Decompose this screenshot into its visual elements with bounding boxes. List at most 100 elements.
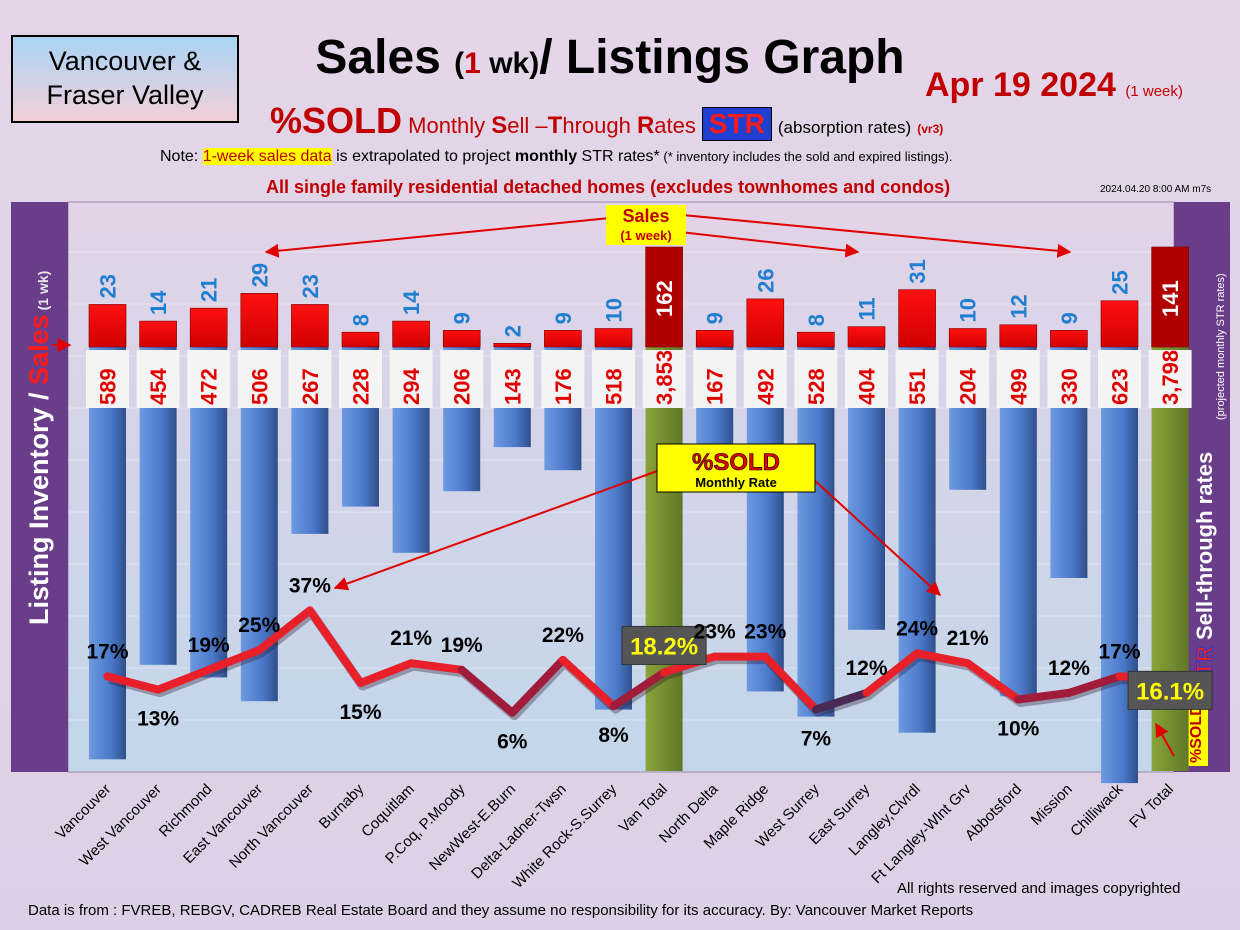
subtitle-t: T	[547, 112, 563, 139]
pct-label-14: 7%	[801, 727, 832, 750]
inventory-label-box-12	[693, 350, 737, 408]
sales-label-19: 9	[1057, 312, 1082, 324]
timestamp: 2024.04.20 8:00 AM m7s	[1100, 184, 1212, 195]
inventory-label-box-5	[339, 350, 382, 408]
sales-label-2: 21	[197, 278, 222, 302]
sales-bar-8	[493, 342, 532, 348]
inventory-label-box-21	[1148, 350, 1192, 408]
sales-bar-12	[695, 330, 734, 348]
inventory-label-9: 176	[551, 368, 576, 405]
pct-label-12: 23%	[694, 621, 736, 644]
sales-label-20: 25	[1108, 270, 1133, 294]
sales-label-12: 9	[703, 312, 728, 324]
sales-label-11: 162	[652, 280, 677, 317]
extrapolation-note: Note: 1-week sales data is extrapolated …	[160, 148, 952, 166]
sales-label-1: 14	[146, 290, 171, 315]
date-value: Apr 19 2024	[925, 66, 1116, 104]
inventory-label-18: 499	[1006, 368, 1031, 405]
date-note: (1 week)	[1125, 83, 1183, 100]
sales-label-3: 29	[247, 263, 272, 287]
bars-layer: 2358914454214722950623267822814294920621…	[52, 246, 1192, 784]
note-prefix: Note:	[160, 148, 203, 165]
str-line-seg-10	[558, 655, 618, 711]
inventory-label-19: 330	[1057, 368, 1082, 405]
inventory-label-box-20	[1098, 350, 1141, 408]
pct-label-5: 15%	[339, 701, 381, 724]
inventory-label-box-4	[288, 350, 332, 408]
inventory-label-box-18	[996, 350, 1040, 408]
note-highlight: 1-week sales data	[202, 148, 332, 165]
str-line-seg-3	[204, 646, 264, 674]
sales-bar-18	[999, 324, 1038, 348]
sales-bar-21	[1151, 246, 1189, 348]
pct-label-9: 22%	[542, 624, 584, 647]
sales-bar-9	[544, 330, 582, 348]
inventory-label-box-8	[490, 350, 534, 408]
sold-callout: %SOLD Monthly Rate	[333, 443, 942, 596]
pct-label-7: 19%	[441, 634, 483, 657]
inventory-bar-16	[898, 347, 936, 733]
inventory-label-box-9	[541, 350, 585, 408]
subtitle-r: R	[636, 112, 655, 139]
x-tick-17: Ft Langley-Wlnt Grv	[868, 780, 975, 887]
subtitle-s: S	[491, 112, 508, 139]
pct-label-1: 13%	[137, 708, 179, 731]
x-tick-21: FV Total	[1126, 781, 1177, 832]
inventory-label-21: 3,798	[1158, 350, 1183, 405]
inventory-label-box-2	[187, 350, 231, 408]
inventory-label-box-19	[1047, 350, 1091, 408]
inventory-label-box-13	[743, 350, 787, 408]
subtitle-version: (vr3)	[917, 122, 944, 136]
inventory-label-box-16	[895, 350, 939, 408]
sales-bar-7	[442, 330, 481, 348]
sales-bar-15	[847, 326, 886, 348]
pct-label-4: 37%	[289, 574, 331, 597]
sales-label-16: 31	[905, 259, 930, 283]
sales-label-9: 9	[551, 312, 576, 324]
subtitle-monthly: Monthly	[402, 113, 492, 138]
inventory-label-box-3	[237, 350, 281, 408]
pct-label-16: 24%	[896, 617, 938, 640]
str-line-seg-19	[1014, 688, 1073, 704]
sales-label-15: 11	[855, 297, 880, 320]
inventory-label-5: 228	[349, 368, 374, 405]
pct-label-8: 6%	[497, 731, 528, 754]
inventory-label-2: 472	[197, 368, 222, 405]
title-wk: wk)	[480, 47, 540, 80]
pct-label-19: 12%	[1048, 657, 1090, 680]
pct-label-21: 16.1%	[1136, 678, 1204, 705]
pct-label-13: 23%	[744, 621, 786, 644]
sales-bar-19	[1050, 330, 1088, 348]
pct-label-10: 8%	[598, 724, 629, 747]
note-str: STR rates*	[577, 148, 660, 165]
inventory-label-box-6	[389, 350, 433, 408]
sales-bar-2	[189, 307, 228, 348]
str-line-seg-1	[103, 672, 163, 694]
note-mid: is extrapolated to project	[331, 148, 515, 165]
sales-label-17: 10	[956, 298, 981, 322]
inventory-label-16: 551	[905, 368, 930, 405]
page-title: Sales (1 wk)/ Listings Graph	[250, 30, 970, 85]
note-bold: monthly	[514, 148, 578, 165]
inventory-label-box-14	[794, 350, 838, 408]
inventory-label-20: 623	[1108, 368, 1133, 405]
note-small: (* inventory includes the sold and expir…	[659, 149, 953, 164]
title-listings: / Listings Graph	[539, 31, 905, 84]
sales-label-10: 10	[602, 298, 627, 322]
percent-labels-layer: 17%13%19%25%37%15%21% 19%6%22%8%18.2%23% 2…	[86, 574, 1213, 754]
pct-label-6: 21%	[390, 627, 432, 650]
inventory-label-4: 267	[298, 368, 323, 405]
inventory-label-12: 167	[703, 368, 728, 405]
inventory-label-8: 143	[500, 368, 525, 405]
title-paren: (	[454, 47, 465, 80]
subtitle-absorption: (absorption rates)	[777, 118, 912, 137]
inventory-label-14: 528	[804, 368, 829, 405]
footer-source: Data is from : FVREB, REBGV, CADREB Real…	[28, 902, 974, 919]
inventory-label-box-15	[845, 350, 888, 408]
inventory-label-box-7	[440, 350, 484, 408]
pct-label-17: 21%	[947, 627, 989, 650]
str-line-layer	[103, 606, 1175, 721]
subtitle-hrough: hrough	[562, 113, 637, 138]
sales-bar-14	[797, 331, 835, 348]
